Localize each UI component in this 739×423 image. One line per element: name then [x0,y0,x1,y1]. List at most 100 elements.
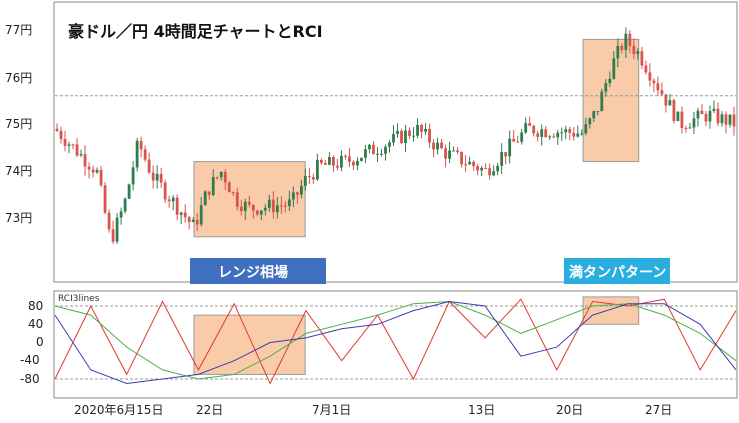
range-label: レンジ相場 [218,264,288,281]
candle-body-1 [59,130,63,140]
candle-body-162 [704,113,708,122]
y-tick-76: 76円 [5,71,32,85]
candle-body-131 [580,133,584,135]
candle-body-87 [404,130,407,144]
candle-body-65 [315,159,319,180]
candle-body-75 [356,160,359,166]
candle-body-134 [592,111,596,119]
candle-body-117 [524,123,528,133]
candle-body-28 [167,199,171,202]
candle-body-103 [468,161,472,165]
candle-body-128 [568,129,572,133]
candle-body-111 [500,152,504,166]
candle-body-50 [255,210,259,215]
candle-body-35 [195,219,199,225]
rci-tick-80: 80 [28,299,43,313]
candle-body-137 [604,83,608,92]
candle-body-123 [548,136,552,138]
x-tick-22: 22日 [196,403,223,417]
candle-body-101 [460,151,463,165]
candle-body-77 [364,149,367,158]
price-highlight-box-1 [582,38,640,163]
rci-tick-40: 40 [28,317,43,331]
candle-body-132 [584,124,588,134]
candle-body-99 [452,150,455,152]
candle-body-164 [712,108,716,111]
candle-body-16 [119,211,123,218]
candle-body-63 [307,176,311,178]
candle-body-60 [295,192,299,195]
candle-body-38 [207,191,211,195]
candle-body-135 [596,111,600,113]
candle-body-71 [340,155,343,168]
candle-body-102 [464,164,468,166]
candle-body-95 [436,142,439,150]
candle-body-69 [332,156,335,166]
candle-body-14 [111,229,115,242]
candle-body-22 [143,149,147,160]
candle-body-133 [588,118,592,125]
candle-body-34 [191,219,195,222]
candle-body-81 [380,153,383,155]
candle-body-147 [644,65,648,73]
candle-body-138 [608,78,612,84]
candle-body-72 [344,155,347,157]
y-tick-77: 77円 [5,23,32,37]
candle-body-161 [700,110,704,114]
candle-body-29 [171,197,175,202]
rci-series-line-2 [54,300,737,385]
candle-body-141 [620,45,624,50]
candle-body-136 [600,91,604,112]
candle-body-146 [640,51,644,66]
rci-highlight-box-1 [582,296,640,325]
candle-body-53 [267,199,271,208]
candle-body-120 [536,133,540,137]
candle-body-168 [728,114,732,125]
candle-body-80 [376,153,379,155]
candle-body-45 [235,192,239,207]
candle-body-6 [79,154,83,156]
candle-body-48 [247,201,251,205]
candle-body-89 [412,135,415,137]
candle-body-31 [179,212,183,215]
candle-body-153 [668,100,672,106]
candle-body-26 [159,174,163,183]
candle-body-62 [303,176,307,186]
candle-body-165 [716,108,720,124]
candle-body-76 [360,157,363,161]
x-tick-jul1: 7月1日 [312,403,351,417]
candle-body-64 [311,177,315,180]
candle-body-39 [211,177,215,195]
candle-body-94 [432,142,435,150]
candle-body-97 [444,148,447,159]
rci-series-line-1 [54,300,737,380]
chart-title: 豪ドル／円 4時間足チャートとRCI [68,22,323,41]
candle-body-32 [183,212,187,218]
candle-body-112 [504,152,508,157]
price-panel [53,1,738,283]
candle-body-46 [239,206,243,212]
candle-body-155 [676,111,680,121]
candle-body-92 [424,128,427,132]
candle-body-151 [660,90,664,95]
candle-body-47 [243,201,247,212]
candle-body-19 [131,167,135,185]
rci-panel [53,290,738,399]
candle-body-70 [336,165,339,168]
candle-body-125 [556,132,560,138]
candle-body-109 [492,171,496,176]
candle-body-126 [560,132,564,134]
candle-body-119 [532,125,536,134]
candle-body-88 [408,130,411,136]
rci-tick-0: 0 [36,335,44,349]
candle-body-15 [115,217,119,242]
candle-body-33 [187,217,191,222]
candle-body-100 [456,150,459,152]
pattern-label: 満タンパターン [569,264,666,281]
candle-body-127 [564,129,568,133]
candle-body-52 [263,207,267,211]
candle-body-114 [512,138,516,142]
candle-body-107 [484,167,488,169]
x-tick-13: 13日 [468,403,495,417]
